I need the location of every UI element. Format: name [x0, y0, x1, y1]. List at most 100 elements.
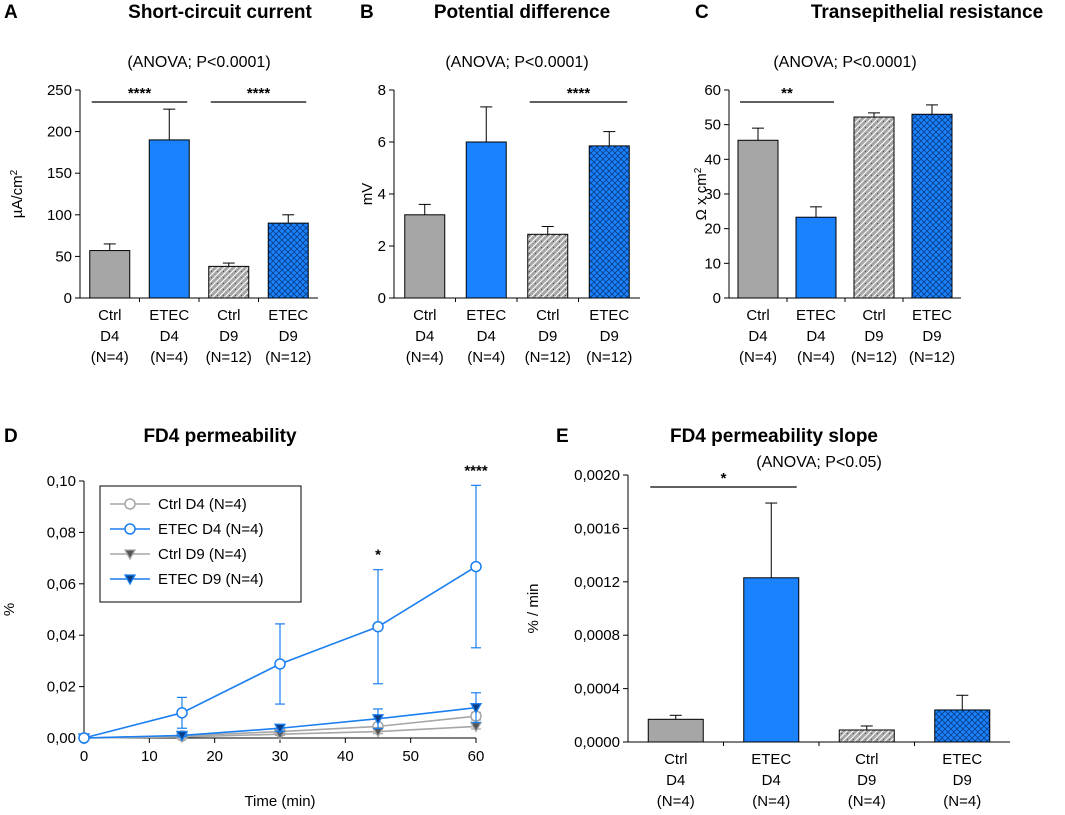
panel-title: FD4 permeability [143, 426, 297, 447]
y-tick-label: 60 [704, 82, 721, 99]
panel-label: A [4, 2, 18, 23]
significance-label: **** [128, 85, 152, 102]
category-label: D9 [953, 772, 972, 789]
category-label: D4 [748, 328, 767, 345]
bar [404, 214, 446, 299]
bar [527, 233, 569, 299]
significance-label: * [375, 547, 381, 564]
y-tick-label: 0,00 [47, 730, 76, 747]
y-tick-label: 0,0020 [574, 467, 620, 484]
panel-A: A Short-circuit current (ANOVA; P<0.0001) µ… [4, 2, 318, 366]
category-label: (N=4) [150, 349, 188, 366]
panel-C: C Transepithelial resistance (ANOVA; P<0.0… [693, 2, 1044, 366]
category-label: D4 [160, 328, 179, 345]
anova-annotation: (ANOVA; P<0.0001) [127, 54, 270, 71]
x-tick-label: 10 [141, 748, 158, 765]
panel-label: D [4, 426, 18, 447]
category-label: (N=12) [206, 349, 252, 366]
panel-E: E FD4 permeability slope (ANOVA; P<0.05) % … [525, 426, 1010, 810]
x-tick-label: 30 [272, 748, 289, 765]
y-tick-label: 0,0016 [574, 520, 620, 537]
category-label: ETEC [268, 307, 308, 324]
data-point [175, 730, 189, 742]
category-label: (N=4) [943, 793, 981, 810]
bar [911, 113, 953, 299]
bar [588, 145, 630, 299]
panel-B: B Potential difference (ANOVA; P<0.0001) mV… [359, 2, 640, 366]
bar [647, 718, 704, 743]
bar [208, 265, 250, 299]
y-axis-label: mV [359, 183, 376, 206]
legend-label: ETEC D9 (N=4) [158, 571, 263, 588]
category-label: D4 [806, 328, 825, 345]
category-label: D9 [857, 772, 876, 789]
category-label: (N=4) [797, 349, 835, 366]
y-tick-label: 2 [378, 238, 386, 255]
category-label: (N=12) [909, 349, 955, 366]
y-tick-label: 0 [378, 290, 386, 307]
y-tick-label: 250 [47, 82, 72, 99]
y-axis-label: % [1, 603, 18, 616]
category-label: ETEC [466, 307, 506, 324]
significance-label: **** [247, 85, 271, 102]
category-label: D4 [477, 328, 496, 345]
category-label: (N=4) [752, 793, 790, 810]
y-axis-label: Ω x cm2 [693, 167, 711, 220]
data-point [124, 498, 136, 510]
y-axis-label-superscript: 2 [9, 169, 20, 175]
category-label: Ctrl [413, 307, 436, 324]
category-label: (N=12) [265, 349, 311, 366]
y-axis-label: µA/cm2 [9, 169, 27, 218]
bar [267, 222, 309, 299]
category-label: ETEC [912, 307, 952, 324]
anova-annotation: (ANOVA; P<0.0001) [773, 54, 916, 71]
y-tick-label: 0,02 [47, 679, 76, 696]
category-label: ETEC [942, 751, 982, 768]
data-point [123, 574, 137, 586]
significance-label: **** [464, 462, 488, 479]
x-tick-label: 50 [402, 748, 419, 765]
legend-label: Ctrl D4 (N=4) [158, 496, 247, 513]
y-tick-label: 0 [64, 290, 72, 307]
y-tick-label: 0,08 [47, 524, 76, 541]
bar [853, 116, 895, 299]
data-point [372, 620, 384, 633]
bar [795, 216, 837, 299]
significance-label: * [721, 470, 727, 487]
category-label: D9 [922, 328, 941, 345]
data-point [123, 549, 137, 561]
anova-annotation: (ANOVA; P<0.05) [756, 454, 882, 471]
category-label: Ctrl [746, 307, 769, 324]
category-label: D4 [762, 772, 781, 789]
y-tick-label: 20 [704, 221, 721, 238]
anova-annotation: (ANOVA; P<0.0001) [445, 54, 588, 71]
y-tick-label: 150 [47, 165, 72, 182]
x-tick-label: 0 [80, 748, 88, 765]
bar [743, 577, 800, 743]
panel-D: D FD4 permeability 0,00 0,02 0,04 0,06 0,08 0,1… [1, 426, 488, 810]
x-tick-label: 40 [337, 748, 354, 765]
category-label: D4 [100, 328, 119, 345]
category-label: (N=12) [851, 349, 897, 366]
category-label: D4 [415, 328, 434, 345]
y-tick-label: 100 [47, 207, 72, 224]
category-label: (N=4) [91, 349, 129, 366]
legend: Ctrl D4 (N=4) ETEC D4 (N=4) Ctrl D9 (N=4) E… [99, 485, 302, 603]
data-point [371, 714, 385, 726]
y-tick-label: 0,06 [47, 576, 76, 593]
category-label: D9 [538, 328, 557, 345]
y-axis-label-superscript: 2 [693, 167, 704, 173]
y-tick-label: 0,0008 [574, 627, 620, 644]
y-tick-label: 0,04 [47, 627, 76, 644]
y-tick-label: 0 [713, 290, 721, 307]
category-label: D9 [219, 328, 238, 345]
category-label: ETEC [751, 751, 791, 768]
series-1 [78, 484, 482, 744]
bar [934, 709, 991, 743]
panel-title: Transepithelial resistance [811, 2, 1043, 23]
y-tick-label: 0,10 [47, 473, 76, 490]
category-label: (N=4) [657, 793, 695, 810]
y-tick-label: 30 [704, 186, 721, 203]
bar [737, 139, 779, 299]
